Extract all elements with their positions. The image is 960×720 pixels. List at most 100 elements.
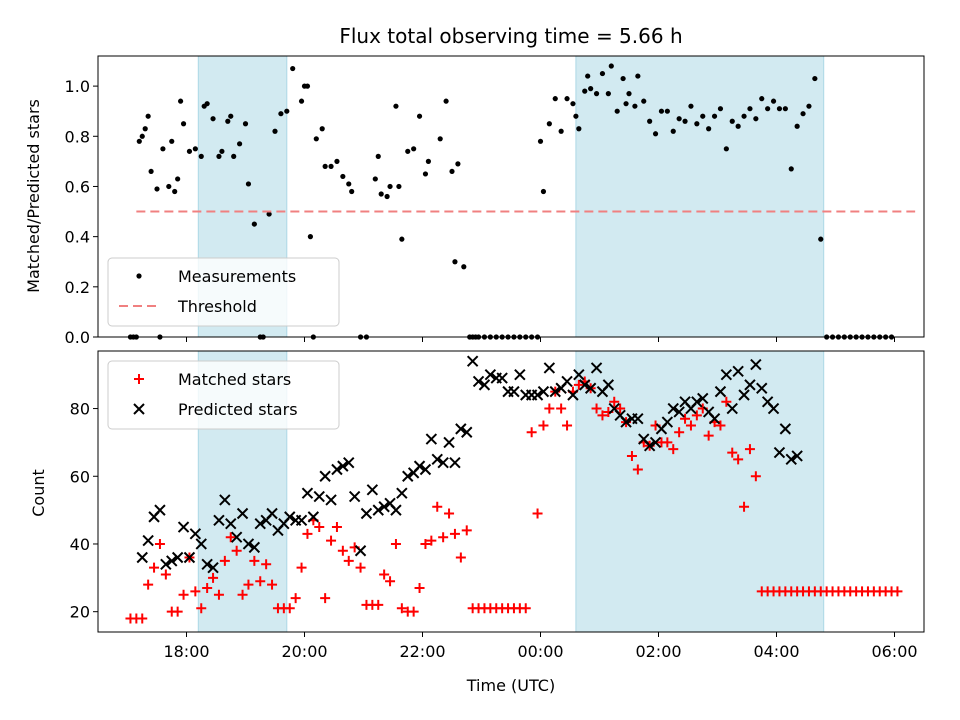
measurement-point: [328, 163, 334, 169]
predicted-point: [661, 416, 674, 428]
matched-point: [255, 576, 266, 587]
predicted-point: [756, 382, 768, 394]
measurement-point: [180, 121, 187, 127]
predicted-point: [667, 402, 679, 415]
measurement-point: [599, 70, 606, 77]
legend-label: Matched stars: [178, 370, 291, 389]
predicted-point: [177, 521, 190, 533]
matched-point: [385, 576, 396, 587]
y-tick-label: 40: [70, 535, 90, 554]
measurement-point: [626, 91, 632, 97]
matched-point: [178, 589, 189, 600]
predicted-point: [378, 501, 390, 513]
predicted-point: [720, 368, 733, 381]
measurement-point: [298, 98, 305, 104]
matched-point: [237, 589, 248, 600]
plot-frame: [97, 350, 925, 633]
predicted-point: [313, 490, 325, 503]
measurement-point: [623, 101, 629, 107]
measurement-point: [573, 113, 579, 119]
y-tick-label: 60: [70, 467, 90, 486]
measurement-point: [788, 166, 794, 172]
matched-point: [420, 538, 431, 549]
measurement-point: [588, 86, 594, 92]
measurement-point: [313, 136, 319, 142]
matched-point: [231, 545, 242, 556]
legend-box: [107, 360, 340, 430]
measurement-point: [422, 171, 429, 177]
predicted-point: [484, 368, 497, 381]
panel-ratio: 0.0 0.2 0.4 0.6 0.8 1.0 Measurements Threshold: [65, 55, 925, 347]
predicted-point: [142, 534, 154, 547]
predicted-point: [514, 368, 526, 381]
predicted-point: [632, 413, 644, 425]
matched-point: [609, 396, 620, 407]
matched-point: [143, 579, 154, 590]
predicted-point: [183, 551, 196, 564]
predicted-point: [171, 551, 184, 564]
matched-point: [137, 613, 148, 624]
matched-point: [455, 552, 466, 563]
predicted-point: [325, 494, 337, 506]
predicted-point: [213, 514, 225, 526]
measurement-point: [582, 88, 588, 94]
matched-point: [721, 396, 732, 407]
measurement-point: [349, 188, 355, 195]
matched-point: [267, 579, 278, 590]
matched-point: [337, 545, 348, 556]
matched-point: [190, 586, 201, 597]
predicted-point: [673, 406, 685, 418]
measurement-point: [800, 111, 806, 117]
measurement-point: [136, 138, 142, 144]
legend-marker-matched: [134, 374, 144, 384]
predicted-point: [254, 517, 266, 530]
matched-point: [715, 420, 726, 431]
predicted-point: [354, 545, 367, 557]
measurement-point: [290, 65, 296, 72]
matched-point: [326, 535, 337, 546]
plot-frame: [97, 55, 925, 338]
measurement-point: [776, 106, 783, 112]
matched-point: [219, 555, 230, 566]
predicted-point: [549, 385, 561, 398]
matched-point: [538, 420, 549, 431]
measurement-point: [664, 108, 670, 114]
predicted-point: [750, 358, 762, 371]
measurement-point: [812, 75, 818, 82]
predicted-point: [478, 379, 491, 391]
predicted-point: [360, 507, 373, 520]
measurement-point: [452, 259, 458, 265]
matched-point: [615, 403, 626, 414]
measurement-point: [172, 188, 178, 195]
matched-point: [261, 559, 272, 570]
measurement-point: [635, 73, 641, 79]
matched-point: [379, 569, 390, 580]
measurement-point: [396, 183, 402, 190]
measurement-point: [139, 133, 145, 139]
measurement-point: [759, 96, 765, 102]
measurement-point: [160, 146, 166, 152]
matched-point: [414, 582, 425, 593]
ylabel-ratio: Matched/Predicted stars: [24, 99, 43, 293]
matched-point: [314, 522, 325, 533]
matched-point: [691, 410, 702, 421]
predicted-point: [207, 561, 219, 574]
measurement-point: [372, 176, 378, 182]
matched-point: [343, 555, 354, 566]
measurement-point: [322, 163, 328, 169]
measurement-point: [461, 264, 467, 270]
predicted-point: [431, 453, 443, 466]
measurement-point: [266, 211, 272, 217]
measurement-point: [186, 148, 193, 154]
matched-point: [685, 420, 696, 431]
matched-point: [426, 535, 437, 546]
measurement-point: [284, 108, 290, 114]
measurement-point: [570, 101, 576, 107]
measurement-point: [552, 96, 558, 102]
measurement-point: [794, 123, 800, 129]
measurement-point: [753, 116, 759, 122]
matched-point: [461, 525, 472, 536]
predicted-point: [160, 558, 172, 570]
measurement-point: [416, 113, 423, 119]
measurement-point: [304, 83, 311, 89]
